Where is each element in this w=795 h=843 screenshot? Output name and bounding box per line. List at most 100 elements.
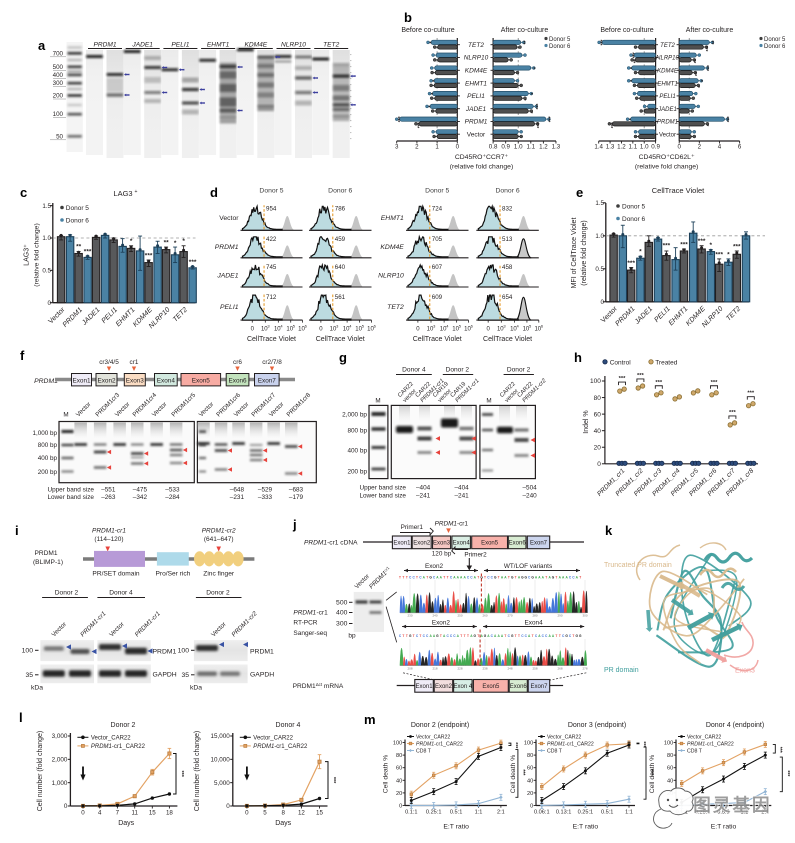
svg-text:C: C bbox=[535, 634, 538, 638]
svg-text:10: 10 bbox=[343, 327, 350, 333]
svg-text:***: *** bbox=[597, 40, 603, 46]
svg-text:PRDM1-cr1_CAR22: PRDM1-cr1_CAR22 bbox=[253, 744, 308, 750]
svg-text:PRDM1-cr1_CAR22: PRDM1-cr1_CAR22 bbox=[547, 742, 594, 748]
svg-text:T: T bbox=[467, 634, 469, 638]
svg-text:***: *** bbox=[628, 52, 634, 58]
svg-text:Exon1: Exon1 bbox=[72, 377, 91, 384]
svg-text:0.1:1: 0.1:1 bbox=[405, 810, 417, 816]
svg-text:T: T bbox=[443, 576, 445, 580]
svg-text:1:1: 1:1 bbox=[741, 810, 749, 816]
svg-text:Exon2: Exon2 bbox=[97, 377, 116, 384]
svg-text:CellTrace Violet: CellTrace Violet bbox=[483, 336, 532, 343]
svg-text:300: 300 bbox=[53, 80, 64, 87]
svg-text:Exon2: Exon2 bbox=[425, 563, 444, 570]
svg-text:EHMT1: EHMT1 bbox=[657, 81, 677, 87]
svg-text:**: ** bbox=[519, 41, 525, 45]
svg-text:Cell death %: Cell death % bbox=[649, 755, 656, 794]
svg-text:**: ** bbox=[76, 243, 82, 250]
svg-text:Primer1: Primer1 bbox=[401, 524, 424, 531]
svg-text:G: G bbox=[429, 576, 432, 580]
svg-text:258: 258 bbox=[532, 667, 537, 671]
svg-text:***: *** bbox=[533, 122, 539, 128]
svg-text:459: 459 bbox=[335, 236, 346, 243]
svg-text:0.06:1: 0.06:1 bbox=[534, 810, 550, 816]
svg-text:PRDM1: PRDM1 bbox=[153, 649, 177, 656]
svg-text:705: 705 bbox=[432, 236, 443, 243]
svg-text:0.9: 0.9 bbox=[651, 144, 660, 151]
svg-text:1,000 bp: 1,000 bp bbox=[32, 430, 57, 437]
svg-text:Upper band size: Upper band size bbox=[359, 485, 406, 492]
svg-text:***: *** bbox=[512, 742, 518, 749]
svg-text:Sanger-seq: Sanger-seq bbox=[293, 630, 327, 637]
svg-text:–404: –404 bbox=[454, 485, 469, 492]
svg-text:0: 0 bbox=[64, 803, 68, 810]
svg-text:G: G bbox=[521, 576, 524, 580]
svg-text:NLRP10: NLRP10 bbox=[378, 273, 404, 280]
svg-text:T: T bbox=[406, 576, 408, 580]
svg-text:T: T bbox=[555, 576, 557, 580]
svg-text:PELI1: PELI1 bbox=[659, 94, 675, 100]
svg-text:400 bp: 400 bp bbox=[347, 448, 367, 455]
svg-text:***: *** bbox=[703, 65, 709, 71]
svg-text:300: 300 bbox=[336, 621, 348, 628]
svg-text:LAG3: LAG3 bbox=[113, 189, 132, 198]
svg-text:*: * bbox=[626, 67, 632, 69]
svg-text:C: C bbox=[569, 576, 572, 580]
svg-text:0.25:1: 0.25:1 bbox=[695, 810, 711, 816]
svg-text:Donor 2: Donor 2 bbox=[206, 590, 230, 597]
svg-text:Cell number (fold change): Cell number (fold change) bbox=[194, 731, 201, 812]
svg-text:T: T bbox=[545, 576, 547, 580]
svg-text:***: *** bbox=[680, 241, 688, 248]
svg-text:Exon7: Exon7 bbox=[530, 684, 548, 690]
svg-text:Control: Control bbox=[610, 359, 632, 366]
svg-text:PRDM1: PRDM1 bbox=[215, 244, 239, 251]
svg-text:A: A bbox=[480, 634, 483, 638]
svg-text:2:1: 2:1 bbox=[761, 810, 769, 816]
svg-text:l: l bbox=[19, 710, 23, 725]
svg-text:***: *** bbox=[648, 769, 654, 776]
svg-text:***: *** bbox=[715, 251, 723, 258]
svg-text:1.4: 1.4 bbox=[594, 144, 603, 151]
svg-text:–231: –231 bbox=[230, 494, 245, 501]
svg-text:***: *** bbox=[637, 373, 645, 379]
svg-text:724: 724 bbox=[432, 205, 443, 212]
svg-text:**: ** bbox=[630, 59, 636, 63]
svg-text:0.5:1: 0.5:1 bbox=[601, 810, 613, 816]
svg-text:700: 700 bbox=[53, 50, 64, 57]
svg-text:Donor 5: Donor 5 bbox=[66, 205, 90, 212]
svg-text:A: A bbox=[470, 634, 473, 638]
svg-text:200 bp: 200 bp bbox=[38, 469, 58, 476]
svg-text:–404: –404 bbox=[416, 485, 431, 492]
svg-text:1.1: 1.1 bbox=[527, 144, 536, 151]
svg-text:***: *** bbox=[711, 380, 719, 386]
svg-text:M: M bbox=[375, 398, 380, 405]
svg-text:T: T bbox=[402, 634, 404, 638]
svg-text:C: C bbox=[450, 576, 453, 580]
svg-text:A: A bbox=[562, 576, 565, 580]
svg-text:Exon4: Exon4 bbox=[525, 620, 544, 627]
svg-text:C: C bbox=[409, 576, 412, 580]
svg-text:0.9: 0.9 bbox=[501, 144, 510, 151]
svg-text:b: b bbox=[404, 10, 412, 25]
svg-text:1.2: 1.2 bbox=[539, 144, 548, 151]
svg-text:JADE1: JADE1 bbox=[657, 107, 677, 113]
svg-text:*: * bbox=[527, 93, 533, 95]
svg-text:20: 20 bbox=[396, 791, 402, 797]
svg-text:PR/SET domain: PR/SET domain bbox=[92, 571, 139, 578]
svg-text:PELI1: PELI1 bbox=[171, 42, 189, 49]
svg-text:4: 4 bbox=[98, 810, 102, 817]
svg-text:T: T bbox=[464, 634, 466, 638]
svg-text:CD8 T: CD8 T bbox=[547, 749, 563, 755]
svg-text:CD45RO⁺CCR7⁺: CD45RO⁺CCR7⁺ bbox=[455, 154, 509, 161]
svg-text:After co-culture: After co-culture bbox=[501, 27, 549, 34]
svg-text:40: 40 bbox=[594, 428, 602, 435]
svg-text:*: * bbox=[639, 249, 642, 256]
svg-text:786: 786 bbox=[335, 205, 346, 212]
svg-text:G: G bbox=[409, 634, 412, 638]
svg-text:Treated: Treated bbox=[655, 359, 678, 366]
svg-text:k: k bbox=[605, 523, 613, 538]
svg-text:CD8 T: CD8 T bbox=[416, 749, 432, 755]
svg-text:A: A bbox=[576, 576, 579, 580]
svg-text:G: G bbox=[484, 634, 487, 638]
svg-text:278: 278 bbox=[582, 667, 587, 671]
